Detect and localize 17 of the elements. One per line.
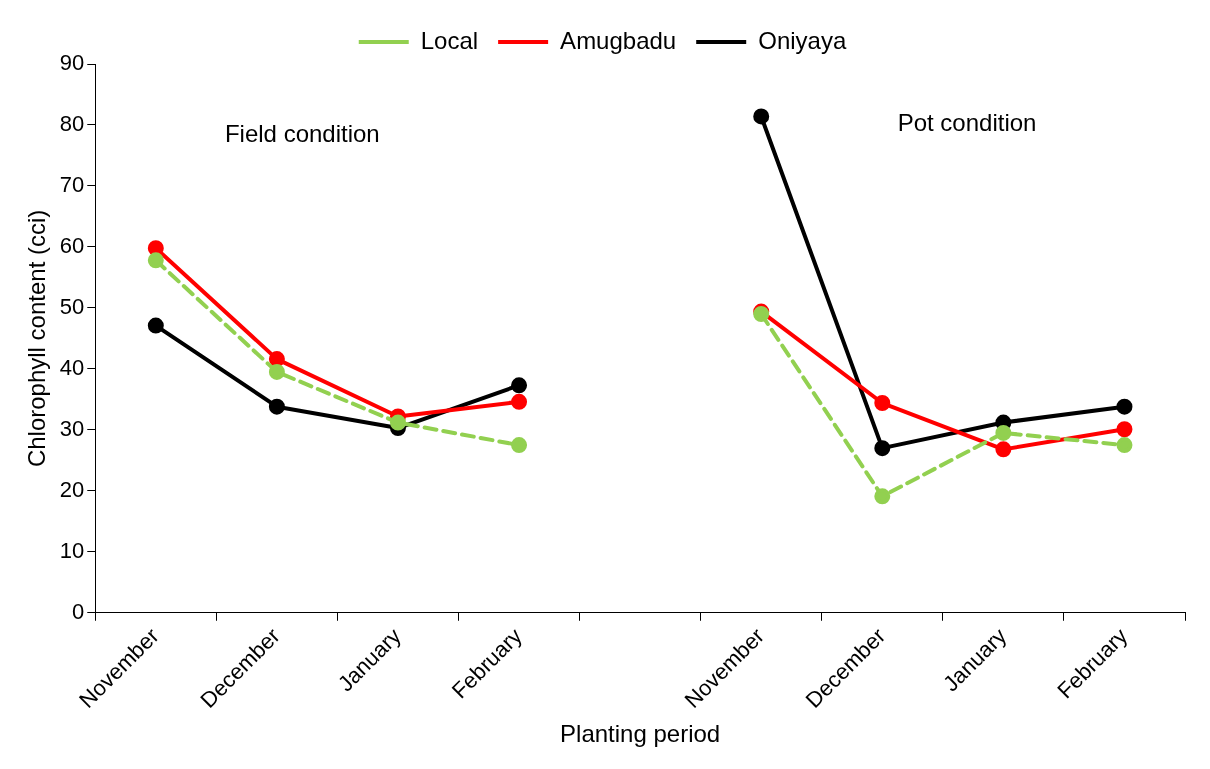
legend-label: Local <box>420 26 479 54</box>
y-axis-title: Chlorophyll content (cci) <box>23 209 51 468</box>
y-tick-label: 80 <box>59 111 85 137</box>
y-tick-label: 90 <box>59 50 85 76</box>
x-axis-title: Planting period <box>560 720 721 748</box>
legend-label: Amugbadu <box>560 26 677 54</box>
annotation: Field condition <box>224 119 380 147</box>
y-tick-label: 60 <box>59 232 85 258</box>
y-tick-label: 70 <box>59 172 85 198</box>
y-tick-label: 30 <box>59 415 85 441</box>
y-tick-label: 10 <box>59 537 85 563</box>
annotation: Pot condition <box>897 108 1037 136</box>
y-tick-label: 40 <box>59 354 85 380</box>
legend-label: Oniyaya <box>758 26 847 54</box>
y-tick-label: 50 <box>59 293 85 319</box>
y-tick-label: 20 <box>59 476 85 502</box>
y-tick-label: 0 <box>72 598 85 624</box>
